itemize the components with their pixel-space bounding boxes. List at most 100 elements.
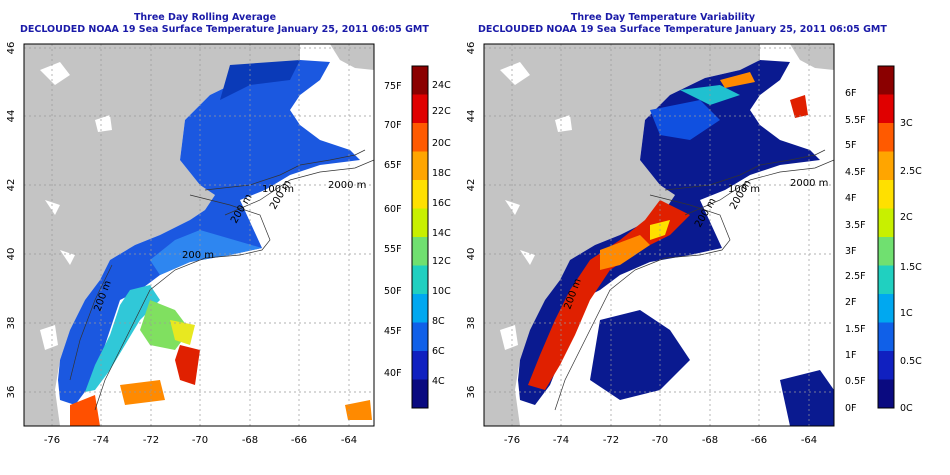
panel1-lon-tick: -74: [93, 435, 109, 446]
panel1-colorbar-c-label: 6C: [432, 346, 445, 357]
panel2-colorbar-f-label: 5.5F: [845, 115, 866, 126]
colorbar-segment: [878, 294, 894, 323]
panel2-lon-tick: -64: [801, 435, 817, 446]
panel2-colorbar-f-label: 4.5F: [845, 167, 866, 178]
panel2-colorbar-f-label: 3F: [845, 246, 857, 257]
panel1-colorbar-c-label: 8C: [432, 316, 445, 327]
colorbar-segment: [412, 294, 428, 323]
colorbar-segment: [412, 237, 428, 266]
colorbar-segment: [412, 180, 428, 209]
panel1-sst-warm: [85, 285, 160, 392]
panel1-colorbar-f-label: 70F: [384, 120, 402, 131]
colorbar-segment: [412, 123, 428, 152]
panel1-colorbar: [411, 65, 429, 409]
colorbar-outline: [877, 65, 895, 409]
colorbar-outline: [411, 65, 429, 409]
panel2-land: [484, 44, 760, 426]
panel1-lon-tick: -64: [341, 435, 357, 446]
panel2-lat-tick: 44: [466, 110, 477, 123]
panel1-contour-label: 2000 m: [328, 180, 366, 191]
panel2-lat-tick: 36: [466, 386, 477, 399]
panel1-colorbar-f-label: 55F: [384, 244, 402, 255]
colorbar-segment: [412, 151, 428, 181]
panel1-lat-tick: 46: [6, 42, 17, 55]
panel1-colorbar-f-label: 50F: [384, 286, 402, 297]
panel1-lon-tick: -72: [143, 435, 159, 446]
panel2-colorbar-f-label: 5F: [845, 140, 857, 151]
panel2-colorbar-f-label: 1.5F: [845, 324, 866, 335]
colorbar-segment: [878, 180, 894, 209]
panel2-lat-tick: 38: [466, 317, 477, 330]
panel1-colorbar-c-label: 16C: [432, 198, 451, 209]
panel1-colorbar-c-label: 4C: [432, 376, 445, 387]
colorbar-segment: [878, 265, 894, 295]
panel1-colorbar-c-label: 14C: [432, 228, 451, 239]
panel1-colorbar-c-label: 24C: [432, 80, 451, 91]
panel1-title: Three Day Rolling Average DECLOUDED NOAA…: [20, 12, 429, 36]
panel2-lon-tick: -68: [702, 435, 718, 446]
panel1-colorbar-c-label: 10C: [432, 286, 451, 297]
panel2-title: Three Day Temperature Variability DECLOU…: [478, 12, 887, 36]
panel1-lat-tick: 36: [6, 386, 17, 399]
panel1-contour-label: 100 m: [262, 184, 294, 195]
panel1-sst-cold: [58, 60, 360, 405]
colorbar-segment: [878, 151, 894, 181]
panel1-lat-tick: 40: [6, 248, 17, 261]
panel2-colorbar-c-label: 2C: [900, 212, 913, 223]
panel1-contour-label: 200 m: [182, 250, 214, 261]
panel2-lon-tick: -66: [751, 435, 767, 446]
panel2-var-high: [528, 200, 690, 390]
panel1-lon-tick: -76: [44, 435, 60, 446]
panel2-colorbar-f-label: 3.5F: [845, 220, 866, 231]
panel1-lat-tick: 42: [6, 179, 17, 192]
panel1-lon-tick: -70: [192, 435, 208, 446]
colorbar-segment: [878, 66, 894, 95]
panel2-colorbar-c-label: 1.5C: [900, 262, 922, 273]
panel1-colorbar-c-label: 20C: [432, 138, 451, 149]
panel2-contour-label: 100 m: [728, 184, 760, 195]
colorbar-segment: [412, 94, 428, 124]
panel2-colorbar-f-label: 6F: [845, 88, 857, 99]
colorbar-segment: [412, 66, 428, 95]
panel1-title-line2: DECLOUDED NOAA 19 Sea Surface Temperatur…: [20, 24, 429, 35]
panel2-colorbar-f-label: 2.5F: [845, 271, 866, 282]
panel1-lat-tick: 44: [6, 110, 17, 123]
panel2-contour-label: 2000 m: [790, 178, 828, 189]
panel1-colorbar-c-label: 18C: [432, 168, 451, 179]
panel1-colorbar-c-label: 12C: [432, 256, 451, 267]
panel2-colorbar-f-label: 4F: [845, 193, 857, 204]
colorbar-segment: [878, 123, 894, 152]
panel1-lat-tick: 38: [6, 317, 17, 330]
colorbar-segment: [878, 322, 894, 352]
panel2-lat-tick: 42: [466, 179, 477, 192]
panel1-lon-tick: -68: [242, 435, 258, 446]
panel2-lon-tick: -74: [553, 435, 569, 446]
colorbar-segment: [412, 379, 428, 409]
colorbar-segment: [412, 208, 428, 238]
colorbar-segment: [412, 322, 428, 352]
colorbar-segment: [878, 351, 894, 380]
panel2-colorbar-c-label: 0C: [900, 403, 913, 414]
panel2-colorbar-c-label: 3C: [900, 118, 913, 129]
panel2-colorbar-f-label: 2F: [845, 297, 857, 308]
panel2-title-line2: DECLOUDED NOAA 19 Sea Surface Temperatur…: [478, 24, 887, 35]
colorbar-segment: [878, 208, 894, 238]
panel2-colorbar-c-label: 2.5C: [900, 166, 922, 177]
colorbar-segment: [878, 237, 894, 266]
colorbar-segment: [412, 265, 428, 295]
panel1-colorbar-f-label: 75F: [384, 81, 402, 92]
panel2-colorbar-f-label: 1F: [845, 350, 857, 361]
colorbar-segment: [412, 351, 428, 380]
panel2-lat-tick: 40: [466, 248, 477, 261]
panel2-colorbar-f-label: 0.5F: [845, 376, 866, 387]
colorbar-segment: [878, 94, 894, 124]
colorbar-segment: [878, 379, 894, 409]
panel2-title-line1: Three Day Temperature Variability: [570, 12, 756, 23]
panel2-colorbar-c-label: 0.5C: [900, 356, 922, 367]
panel1-colorbar-f-label: 60F: [384, 204, 402, 215]
panel1-lon-tick: -66: [291, 435, 307, 446]
panel1-colorbar-f-label: 45F: [384, 326, 402, 337]
panel2-lon-tick: -76: [504, 435, 520, 446]
